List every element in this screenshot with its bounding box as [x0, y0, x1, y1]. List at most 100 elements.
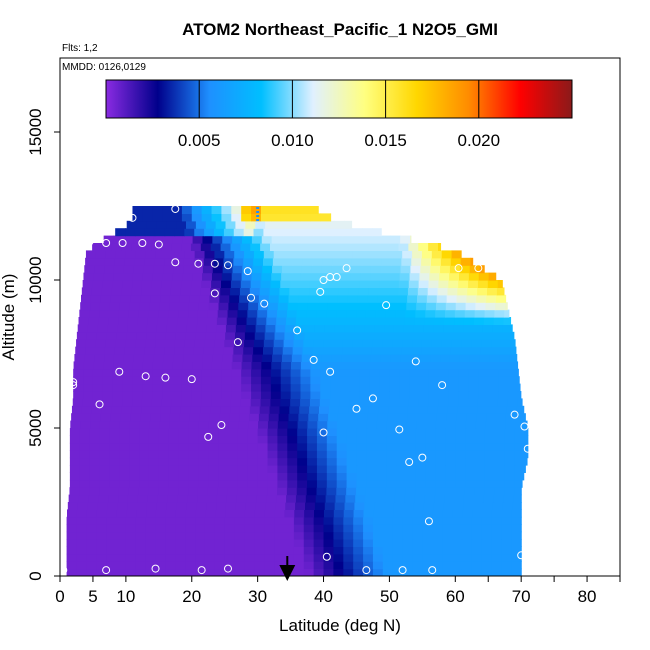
field-cell	[211, 213, 223, 222]
field-cell	[503, 317, 512, 325]
field-cell	[175, 516, 186, 525]
field-cell	[92, 376, 104, 385]
field-cell	[66, 531, 78, 540]
field-cell	[298, 413, 309, 422]
field-cell	[99, 457, 111, 466]
field-cell	[131, 243, 143, 251]
field-cell	[361, 346, 373, 355]
field-cell	[327, 420, 338, 429]
field-cell	[204, 553, 216, 562]
field-cell	[83, 391, 94, 399]
field-cell	[94, 354, 105, 362]
field-cell	[185, 531, 196, 540]
field-cell	[455, 457, 466, 466]
field-cell	[175, 546, 186, 555]
field-cell	[275, 502, 286, 510]
field-cell	[145, 553, 157, 562]
field-cell	[81, 287, 93, 296]
field-cell	[372, 531, 384, 540]
field-cell	[356, 472, 367, 481]
field-cell	[222, 354, 234, 362]
field-cell	[347, 302, 358, 311]
field-cell	[421, 250, 433, 259]
field-cell	[263, 339, 275, 348]
field-cell	[361, 265, 372, 274]
field-cell	[234, 546, 246, 555]
field-cell	[318, 294, 329, 303]
field-cell	[188, 465, 199, 473]
field-cell	[91, 405, 103, 414]
field-cell	[95, 250, 107, 259]
field-cell	[70, 420, 81, 429]
field-cell	[496, 294, 507, 303]
field-cell	[497, 280, 503, 288]
sample-point	[342, 264, 351, 273]
field-cell	[436, 413, 448, 422]
field-cell	[264, 524, 275, 533]
field-cell	[489, 354, 500, 362]
field-cell	[445, 302, 457, 311]
x-tick-label: 50	[380, 587, 399, 606]
field-cell	[398, 243, 409, 251]
field-cell	[402, 568, 414, 576]
field-cell	[92, 243, 103, 251]
sample-point	[319, 428, 328, 437]
field-cell	[384, 494, 396, 503]
field-cell	[425, 487, 436, 496]
field-cell	[349, 280, 360, 288]
field-cell	[241, 213, 252, 222]
field-cell	[427, 405, 439, 414]
field-cell	[468, 376, 479, 385]
field-cell	[277, 479, 288, 488]
field-cell	[396, 457, 407, 466]
field-cell	[218, 479, 229, 488]
field-cell	[431, 250, 443, 259]
field-cell	[309, 405, 320, 414]
field-cell	[307, 450, 318, 459]
field-cell	[123, 361, 134, 370]
field-cell	[111, 405, 122, 414]
field-cell	[382, 546, 394, 555]
field-cell	[491, 339, 502, 348]
field-cell	[115, 228, 126, 237]
field-cell	[293, 553, 305, 562]
field-cell	[356, 479, 367, 488]
field-cell	[235, 509, 246, 518]
field-cell	[511, 561, 522, 570]
field-cell	[122, 368, 134, 377]
field-cell	[461, 524, 473, 533]
field-cell	[224, 250, 235, 259]
field-cell	[191, 398, 202, 407]
field-cell	[255, 502, 267, 510]
field-cell	[221, 206, 232, 214]
field-cell	[405, 450, 417, 459]
field-cell	[89, 457, 101, 466]
field-cell	[322, 257, 333, 266]
field-cell	[130, 413, 141, 422]
field-cell	[434, 494, 445, 503]
field-cell	[316, 465, 328, 473]
field-cell	[264, 568, 275, 576]
field-cell	[165, 531, 176, 540]
field-cell	[335, 494, 346, 503]
field-cell	[196, 324, 207, 333]
field-cell	[301, 354, 313, 362]
field-cell	[348, 405, 360, 414]
field-cell	[134, 257, 146, 266]
field-cell	[336, 457, 348, 466]
field-cell	[165, 331, 177, 340]
field-cell	[471, 546, 483, 555]
field-cell	[185, 516, 196, 525]
field-cell	[336, 472, 348, 481]
field-cell	[135, 531, 147, 540]
field-cell	[66, 516, 78, 525]
field-cell	[376, 465, 387, 473]
field-cell	[511, 331, 515, 340]
sample-point	[326, 367, 335, 376]
field-cell	[231, 213, 242, 222]
field-cell	[89, 479, 101, 488]
field-cell	[491, 553, 503, 562]
field-cell	[185, 568, 196, 576]
field-cell	[319, 287, 330, 296]
field-cell	[418, 280, 430, 288]
